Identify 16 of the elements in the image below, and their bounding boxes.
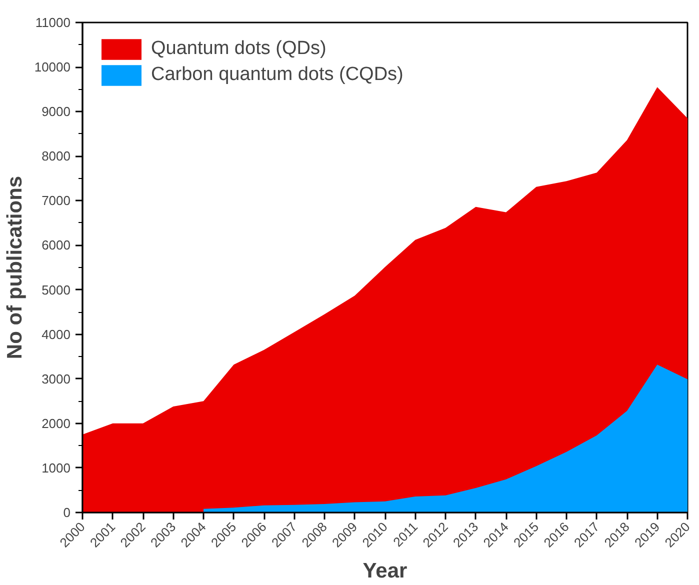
y-tick-label: 9000 (42, 104, 70, 120)
legend-label: Quantum dots (QDs) (151, 38, 326, 60)
y-tick-label: 8000 (42, 148, 70, 164)
y-tick-label: 7000 (42, 193, 70, 208)
y-tick-label: 4000 (42, 326, 70, 342)
y-axis-title: No of publications (3, 176, 26, 360)
legend-label: Carbon quantum dots (CQDs) (151, 64, 404, 86)
y-tick-label: 6000 (42, 238, 70, 253)
y-tick-label: 0 (63, 505, 71, 520)
y-tick-label: 3000 (42, 371, 70, 386)
y-tick-label: 5000 (42, 282, 70, 298)
y-tick-label: 10000 (34, 60, 71, 75)
y-tick-label: 2000 (42, 416, 70, 431)
x-axis-title: Year (362, 559, 408, 582)
y-tick-label: 11000 (35, 15, 70, 30)
y-tick-label: 1000 (42, 460, 70, 476)
